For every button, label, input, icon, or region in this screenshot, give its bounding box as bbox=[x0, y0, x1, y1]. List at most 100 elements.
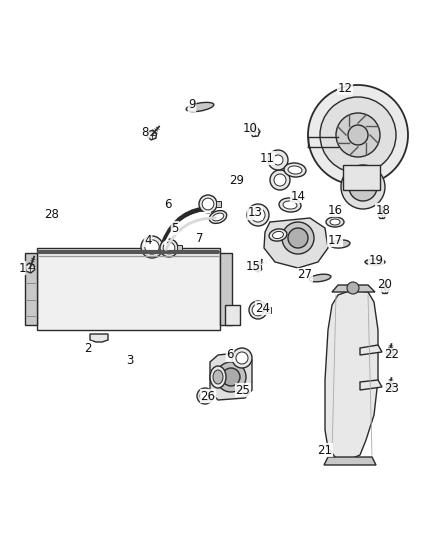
Ellipse shape bbox=[309, 274, 331, 282]
Ellipse shape bbox=[279, 198, 301, 212]
Circle shape bbox=[274, 174, 286, 186]
Text: 12: 12 bbox=[338, 82, 353, 94]
Polygon shape bbox=[254, 264, 261, 272]
Ellipse shape bbox=[288, 166, 302, 174]
Circle shape bbox=[160, 239, 178, 257]
Polygon shape bbox=[250, 127, 260, 136]
Circle shape bbox=[252, 304, 264, 316]
Circle shape bbox=[348, 125, 368, 145]
Polygon shape bbox=[90, 334, 108, 342]
Ellipse shape bbox=[330, 219, 340, 225]
Circle shape bbox=[347, 282, 359, 294]
Circle shape bbox=[251, 208, 265, 222]
Circle shape bbox=[341, 165, 385, 209]
Polygon shape bbox=[25, 263, 35, 273]
Circle shape bbox=[202, 198, 214, 210]
Text: 18: 18 bbox=[375, 204, 390, 216]
Polygon shape bbox=[216, 201, 221, 207]
Ellipse shape bbox=[213, 370, 223, 384]
Polygon shape bbox=[381, 287, 389, 294]
Circle shape bbox=[163, 242, 175, 254]
Text: 9: 9 bbox=[188, 99, 196, 111]
Ellipse shape bbox=[269, 229, 287, 241]
Text: 2: 2 bbox=[84, 342, 92, 354]
Circle shape bbox=[222, 368, 240, 386]
Circle shape bbox=[200, 391, 210, 401]
Circle shape bbox=[141, 236, 163, 258]
Text: 28: 28 bbox=[45, 208, 60, 222]
Circle shape bbox=[249, 301, 267, 319]
Polygon shape bbox=[360, 380, 382, 390]
Polygon shape bbox=[378, 212, 386, 219]
Circle shape bbox=[320, 97, 396, 173]
Polygon shape bbox=[325, 290, 378, 460]
Text: 15: 15 bbox=[246, 260, 261, 272]
Circle shape bbox=[270, 170, 290, 190]
Polygon shape bbox=[324, 457, 376, 465]
Text: 1: 1 bbox=[18, 262, 26, 274]
Polygon shape bbox=[360, 345, 382, 355]
Polygon shape bbox=[147, 130, 157, 140]
Text: 13: 13 bbox=[247, 206, 262, 220]
Polygon shape bbox=[220, 253, 232, 325]
Text: 21: 21 bbox=[318, 443, 332, 456]
Circle shape bbox=[197, 388, 213, 404]
Ellipse shape bbox=[209, 211, 227, 223]
Circle shape bbox=[145, 240, 159, 254]
Text: 27: 27 bbox=[297, 269, 312, 281]
Ellipse shape bbox=[272, 231, 283, 239]
Text: 4: 4 bbox=[144, 233, 152, 246]
Ellipse shape bbox=[186, 102, 214, 111]
Text: 6: 6 bbox=[226, 349, 234, 361]
Text: 23: 23 bbox=[385, 382, 399, 394]
Text: 3: 3 bbox=[126, 353, 134, 367]
Text: 11: 11 bbox=[259, 151, 275, 165]
Text: 29: 29 bbox=[230, 174, 244, 187]
Ellipse shape bbox=[365, 259, 385, 265]
Circle shape bbox=[288, 228, 308, 248]
Text: 24: 24 bbox=[255, 302, 271, 314]
Text: 8: 8 bbox=[141, 125, 148, 139]
Polygon shape bbox=[210, 352, 252, 400]
Circle shape bbox=[247, 204, 269, 226]
Circle shape bbox=[232, 348, 252, 368]
Text: 25: 25 bbox=[236, 384, 251, 397]
Text: 16: 16 bbox=[328, 204, 343, 216]
Circle shape bbox=[199, 195, 217, 213]
Text: 14: 14 bbox=[290, 190, 305, 203]
Ellipse shape bbox=[212, 213, 224, 221]
Circle shape bbox=[273, 155, 283, 165]
Polygon shape bbox=[332, 285, 375, 292]
Text: 26: 26 bbox=[201, 390, 215, 402]
Text: 6: 6 bbox=[164, 198, 172, 212]
Circle shape bbox=[308, 85, 408, 185]
Ellipse shape bbox=[330, 240, 350, 248]
Polygon shape bbox=[162, 244, 167, 250]
Polygon shape bbox=[343, 165, 380, 190]
Ellipse shape bbox=[210, 366, 226, 388]
Text: 19: 19 bbox=[368, 254, 384, 266]
Circle shape bbox=[216, 362, 246, 392]
Ellipse shape bbox=[326, 217, 344, 227]
Polygon shape bbox=[177, 245, 182, 251]
Text: 17: 17 bbox=[328, 233, 343, 246]
Circle shape bbox=[236, 352, 248, 364]
Text: 20: 20 bbox=[378, 279, 392, 292]
Text: 7: 7 bbox=[196, 231, 204, 245]
Text: 22: 22 bbox=[385, 349, 399, 361]
Polygon shape bbox=[264, 218, 328, 268]
Circle shape bbox=[282, 222, 314, 254]
Ellipse shape bbox=[284, 163, 306, 177]
Ellipse shape bbox=[283, 201, 297, 209]
Polygon shape bbox=[25, 253, 37, 325]
Circle shape bbox=[336, 113, 380, 157]
Text: 5: 5 bbox=[171, 222, 179, 235]
Circle shape bbox=[268, 150, 288, 170]
Text: 10: 10 bbox=[243, 122, 258, 134]
Circle shape bbox=[349, 173, 377, 201]
Polygon shape bbox=[225, 305, 240, 325]
Polygon shape bbox=[37, 248, 220, 330]
Polygon shape bbox=[386, 382, 394, 390]
Polygon shape bbox=[386, 348, 394, 356]
Polygon shape bbox=[266, 307, 271, 313]
